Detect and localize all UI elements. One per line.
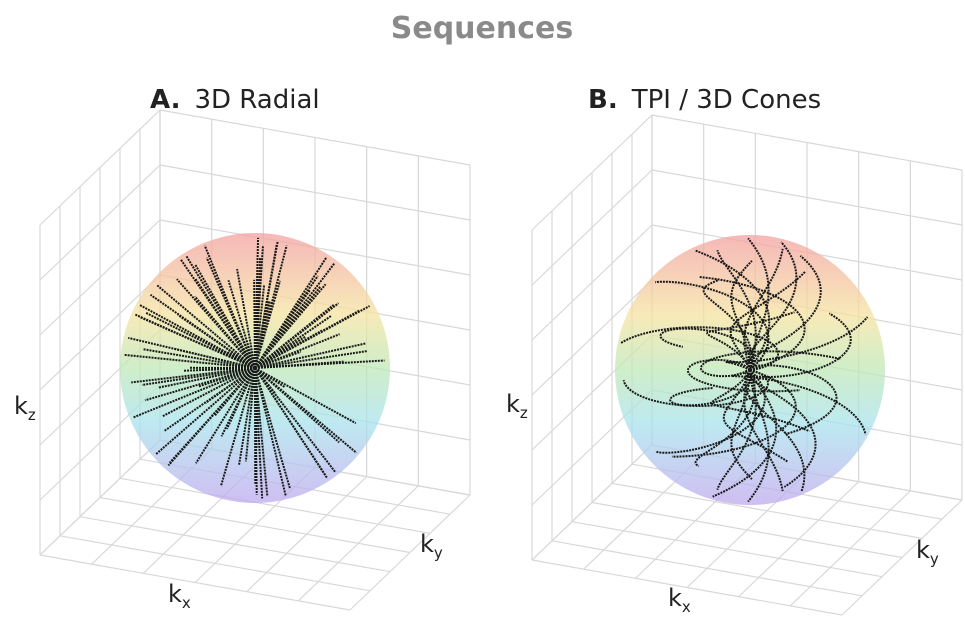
axis-label: kx	[668, 584, 691, 616]
axis-base: k	[14, 392, 28, 420]
axis-base: k	[506, 390, 520, 418]
panel-letter: B.	[588, 85, 618, 115]
axis-base: k	[916, 536, 930, 564]
axis-sub: x	[182, 594, 191, 612]
grid-line	[790, 491, 910, 606]
axis-label: kz	[14, 392, 36, 424]
panel-name: TPI / 3D Cones	[631, 85, 821, 115]
axis-sub: z	[28, 406, 36, 424]
panel-name: 3D Radial	[194, 85, 319, 115]
axis-sub: y	[434, 544, 443, 562]
grid-line	[842, 500, 962, 615]
figure-title: Sequences	[391, 11, 573, 46]
page: Sequences A.3D Radial B. TPI / 3D Cones k…	[0, 0, 965, 622]
axis-label: kz	[506, 390, 528, 422]
axis-label: ky	[420, 530, 443, 562]
grid-line	[298, 486, 418, 601]
grid-line	[350, 495, 470, 610]
axis-base: k	[668, 584, 682, 612]
axis-sub: y	[930, 550, 939, 568]
axis-sub: z	[520, 404, 528, 422]
plots	[40, 110, 962, 615]
grid-line	[100, 498, 410, 553]
axis-base: k	[168, 580, 182, 608]
panel-title: A.3D Radial	[150, 85, 320, 115]
figure: Sequences A.3D Radial B. TPI / 3D Cones k…	[0, 0, 965, 622]
axis-base: k	[420, 530, 434, 558]
axis-label: ky	[916, 536, 939, 568]
axis-label: kx	[168, 580, 191, 612]
panel-title: B. TPI / 3D Cones	[588, 85, 821, 115]
axis-sub: x	[682, 598, 691, 616]
grid-line	[592, 503, 902, 558]
